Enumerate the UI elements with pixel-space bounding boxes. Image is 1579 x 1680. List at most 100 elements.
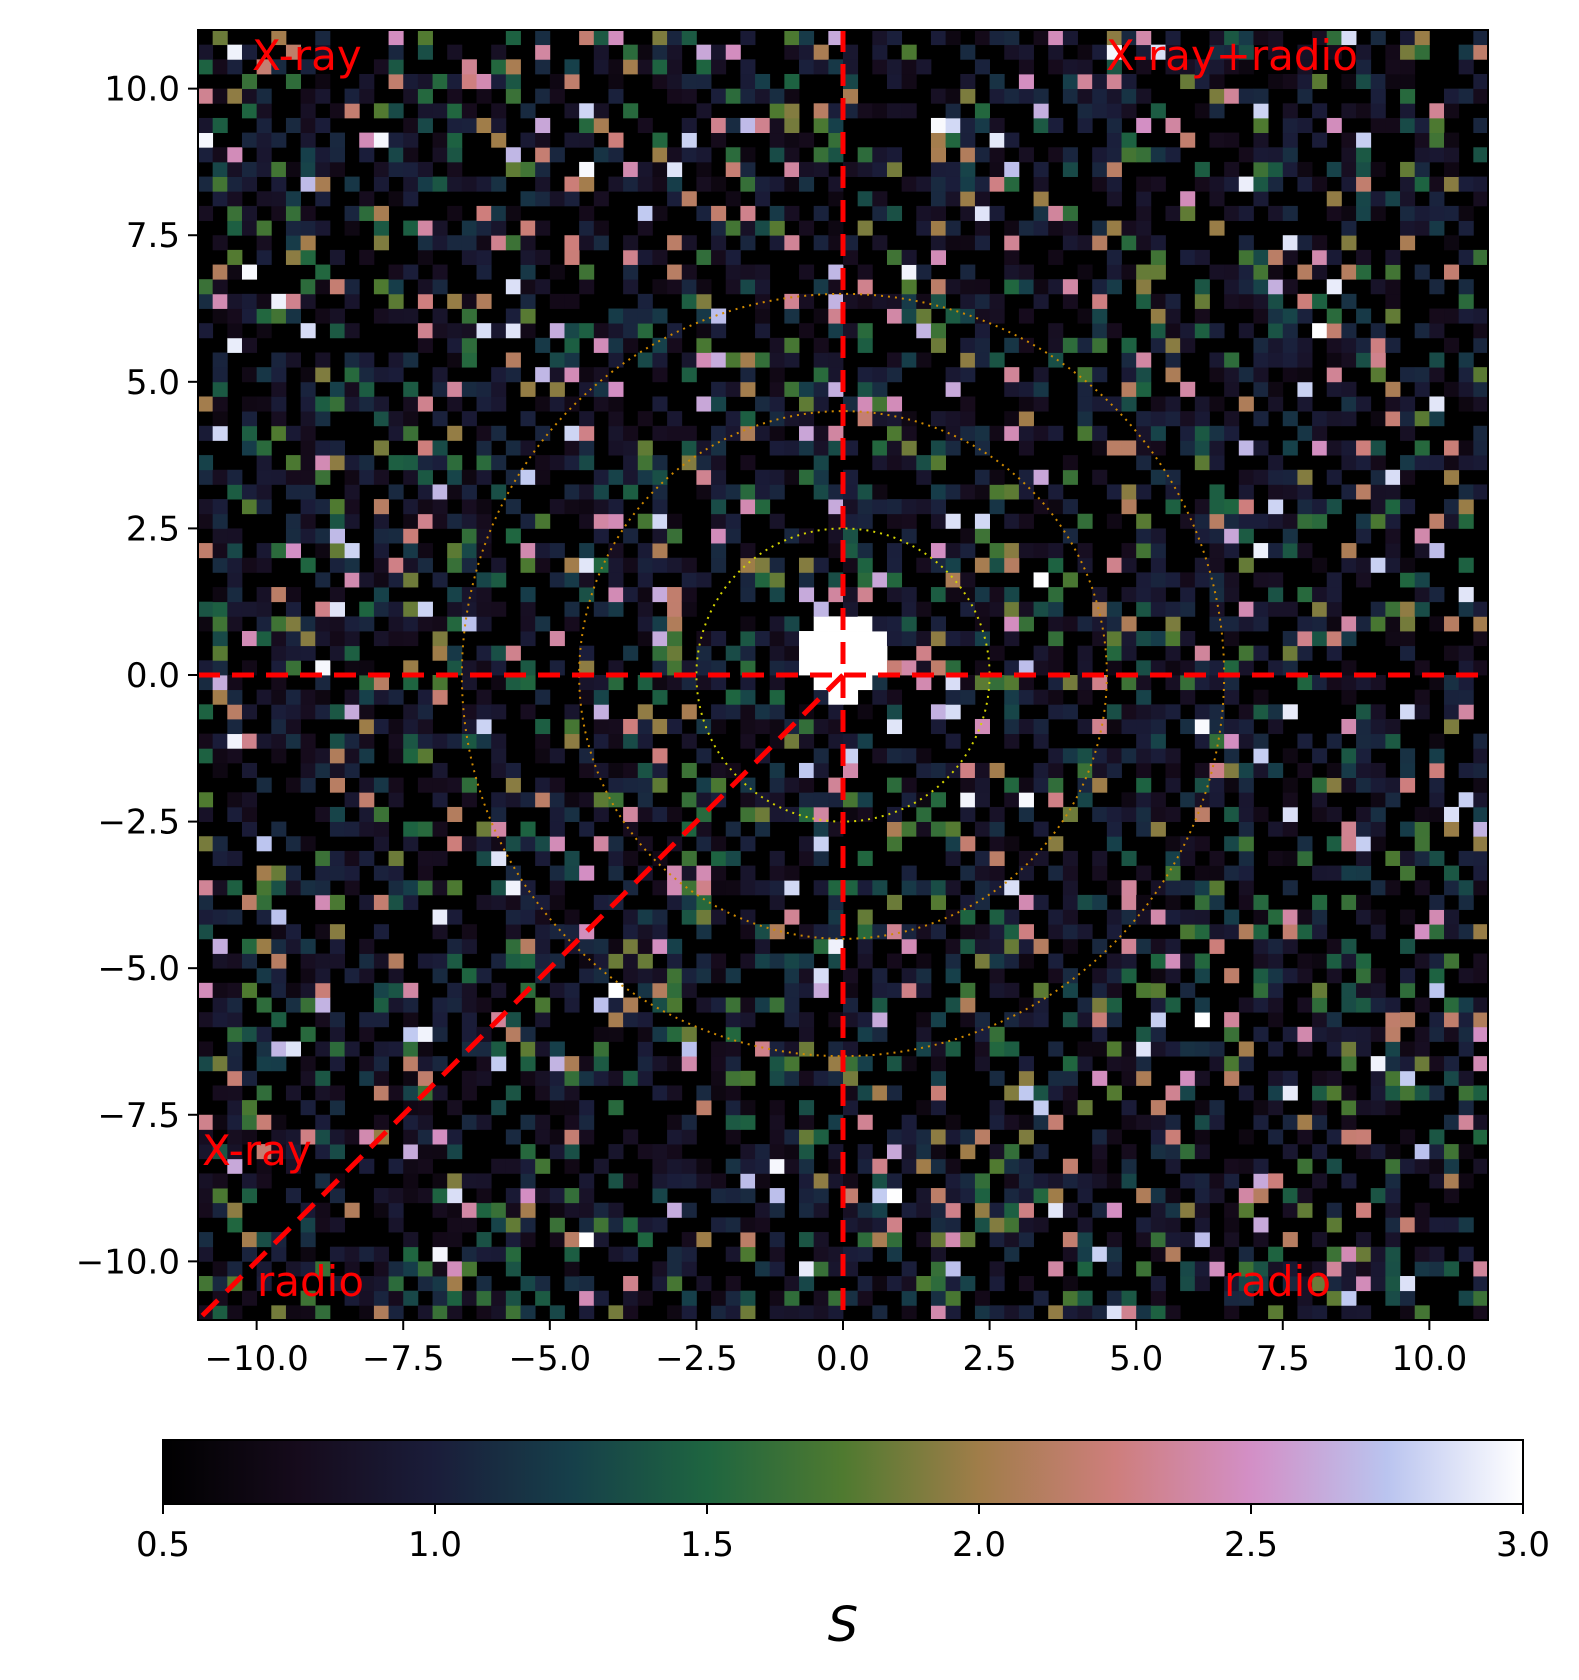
heatmap-cell — [1224, 279, 1240, 295]
heatmap-cell — [784, 1276, 800, 1292]
heatmap-cell — [1150, 1290, 1166, 1306]
heatmap-cell — [491, 1246, 507, 1262]
heatmap-cell — [872, 440, 888, 456]
heatmap-cell — [1326, 205, 1342, 221]
heatmap-cell — [1282, 528, 1298, 544]
heatmap-cell — [1165, 367, 1181, 383]
heatmap-cell — [520, 381, 536, 397]
heatmap-cell — [285, 117, 302, 134]
heatmap-cell — [212, 997, 228, 1013]
heatmap-cell — [520, 132, 536, 148]
heatmap-cell — [300, 528, 316, 544]
heatmap-cell — [608, 469, 624, 485]
heatmap-cell — [608, 1202, 624, 1218]
heatmap-cell — [388, 103, 404, 119]
heatmap-cell — [1414, 1056, 1430, 1072]
heatmap-cell — [989, 117, 1005, 134]
heatmap-cell — [623, 587, 639, 603]
heatmap-cell — [960, 264, 976, 280]
heatmap-cell — [960, 894, 976, 910]
heatmap-cell — [1326, 587, 1342, 603]
heatmap-cell — [769, 103, 785, 119]
heatmap-cell — [637, 938, 653, 954]
heatmap-cell — [1004, 1173, 1020, 1189]
heatmap-cell — [930, 1129, 947, 1145]
heatmap-cell — [227, 675, 243, 691]
heatmap-cell — [1092, 323, 1108, 339]
heatmap-cell — [1400, 44, 1416, 60]
heatmap-cell — [256, 733, 272, 749]
heatmap-cell — [784, 352, 800, 368]
heatmap-cell — [1326, 1202, 1342, 1218]
heatmap-cell — [857, 1056, 873, 1072]
heatmap-cell — [227, 543, 243, 559]
heatmap-cell — [930, 1070, 947, 1086]
heatmap-cell — [1414, 850, 1430, 866]
heatmap-cell — [872, 411, 888, 427]
heatmap-cell — [828, 425, 844, 441]
heatmap-cell — [1458, 88, 1474, 104]
heatmap-cell — [212, 1056, 228, 1072]
heatmap-cell — [1224, 660, 1240, 676]
heatmap-cell — [667, 865, 683, 881]
heatmap-cell — [711, 880, 727, 896]
heatmap-cell — [667, 191, 683, 207]
heatmap-cell — [1033, 1173, 1049, 1189]
heatmap-cell — [1400, 117, 1416, 134]
heatmap-cell — [1385, 528, 1401, 544]
heatmap-cell — [373, 528, 389, 544]
heatmap-cell — [1253, 117, 1269, 134]
heatmap-cell — [476, 601, 492, 617]
heatmap-cell — [271, 161, 287, 177]
heatmap-cell — [1370, 704, 1386, 720]
heatmap-cell — [491, 205, 507, 221]
heatmap-cell — [799, 1261, 815, 1277]
heatmap-cell — [608, 777, 624, 793]
heatmap-cell — [1018, 543, 1034, 559]
heatmap-cell — [1326, 337, 1342, 353]
heatmap-cell — [271, 30, 287, 46]
heatmap-cell — [1033, 601, 1049, 617]
heatmap-cell — [784, 381, 800, 397]
heatmap-cell — [711, 249, 727, 265]
heatmap-cell — [1136, 367, 1152, 383]
heatmap-cell — [1136, 484, 1152, 500]
heatmap-cell — [740, 1305, 756, 1320]
heatmap-cell — [1282, 748, 1298, 764]
heatmap-cell — [623, 484, 639, 500]
heatmap-cell — [373, 601, 389, 617]
heatmap-cell — [491, 1305, 507, 1320]
heatmap-cell — [799, 1158, 815, 1174]
heatmap-cell — [1165, 880, 1181, 896]
heatmap-cell — [799, 733, 815, 749]
heatmap-cell — [711, 220, 727, 236]
heatmap-cell — [212, 616, 228, 632]
heatmap-cell — [1106, 616, 1122, 632]
heatmap-cell — [1004, 88, 1020, 104]
heatmap-cell — [564, 235, 580, 251]
heatmap-cell — [1004, 1246, 1020, 1262]
heatmap-cell — [432, 513, 448, 529]
heatmap-cell — [711, 235, 727, 251]
heatmap-cell — [432, 1129, 448, 1145]
heatmap-cell — [271, 191, 287, 207]
heatmap-cell — [1224, 264, 1240, 280]
heatmap-cell — [1458, 850, 1474, 866]
heatmap-cell — [579, 1100, 595, 1116]
heatmap-cell — [1326, 631, 1342, 647]
heatmap-cell — [1224, 499, 1240, 515]
heatmap-cell — [271, 59, 287, 75]
heatmap-cell — [344, 689, 360, 705]
heatmap-cell — [799, 425, 815, 441]
heatmap-cell — [1048, 792, 1064, 808]
heatmap-cell — [520, 103, 536, 119]
heatmap-cell — [1224, 777, 1240, 793]
annotation-radio-bottom-left: radio — [257, 1257, 364, 1306]
heatmap-cell — [681, 704, 697, 720]
heatmap-cell — [1121, 909, 1137, 925]
heatmap-cell — [681, 762, 697, 779]
heatmap-cell — [1312, 792, 1328, 808]
heatmap-cell — [417, 1129, 433, 1145]
heatmap-cell — [329, 1276, 345, 1292]
heatmap-cell — [285, 645, 302, 661]
